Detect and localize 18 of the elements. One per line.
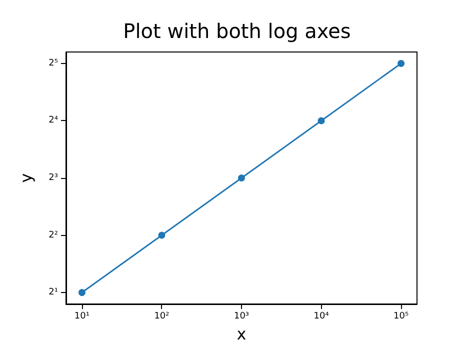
y-tick-label: 2¹ (48, 288, 58, 298)
x-axis-title: x (236, 324, 246, 344)
point (78, 289, 86, 296)
point (318, 117, 325, 124)
point (398, 60, 405, 67)
y-axis-title: y (16, 173, 36, 183)
y-tick-label: 2⁴ (48, 116, 58, 126)
x-tick-label: 10¹ (74, 312, 90, 322)
x-tick-label: 10⁴ (314, 312, 330, 322)
x-tick-label: 10⁵ (394, 312, 409, 322)
chart-title: Plot with both log axes (123, 19, 351, 43)
point (158, 232, 166, 239)
point (238, 174, 245, 182)
y-tick-label: 2³ (48, 173, 58, 183)
x-tick-label: 10² (154, 312, 170, 322)
x-tick-label: 10³ (234, 312, 250, 322)
y-tick-label: 2⁵ (48, 58, 58, 68)
y-tick-label: 2² (48, 230, 58, 240)
